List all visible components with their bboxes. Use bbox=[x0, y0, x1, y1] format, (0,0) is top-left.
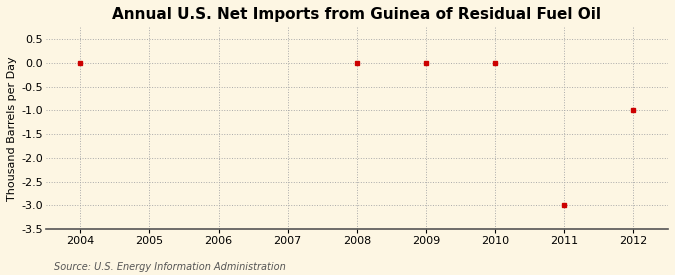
Title: Annual U.S. Net Imports from Guinea of Residual Fuel Oil: Annual U.S. Net Imports from Guinea of R… bbox=[112, 7, 601, 22]
Text: Source: U.S. Energy Information Administration: Source: U.S. Energy Information Administ… bbox=[54, 262, 286, 272]
Y-axis label: Thousand Barrels per Day: Thousand Barrels per Day bbox=[7, 56, 17, 200]
